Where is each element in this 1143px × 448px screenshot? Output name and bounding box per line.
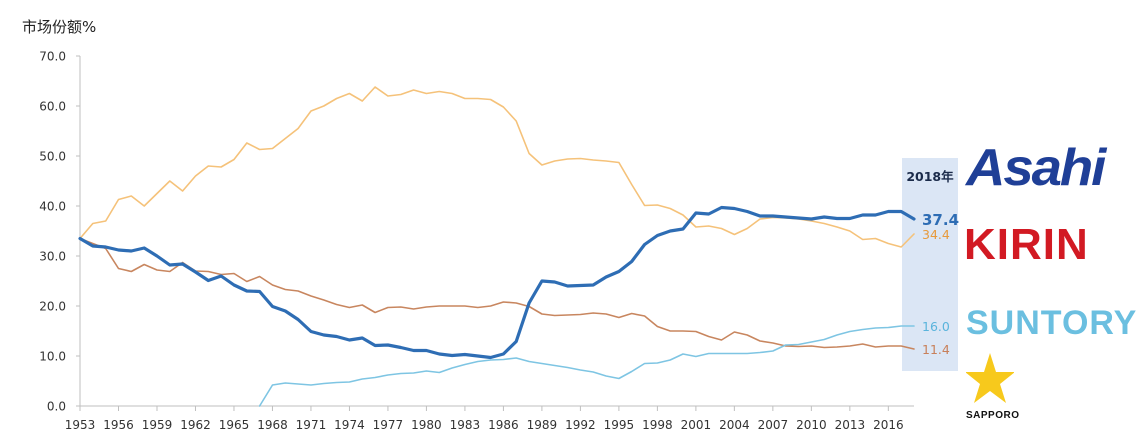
x-tick-label: 1986 <box>488 418 519 432</box>
x-tick-label: 1989 <box>527 418 558 432</box>
x-tick-label: 1962 <box>180 418 211 432</box>
x-tick-label: 2016 <box>873 418 904 432</box>
y-tick-label: 60.0 <box>39 100 66 114</box>
y-tick-label: 70.0 <box>39 50 66 64</box>
series-line-asahi <box>78 205 916 360</box>
end-label-kirin: 34.4 <box>922 227 950 242</box>
series-line-suntory <box>258 325 915 407</box>
sapporo-logo-text: SAPPORO <box>966 410 1020 421</box>
x-tick-label: 2007 <box>758 418 789 432</box>
x-tick-label: 1983 <box>450 418 481 432</box>
y-tick-label: 0.0 <box>47 400 66 414</box>
y-tick-label: 40.0 <box>39 200 66 214</box>
x-tick-label: 1959 <box>142 418 173 432</box>
x-tick-label: 1998 <box>642 418 673 432</box>
asahi-logo: Asahi <box>966 139 1106 197</box>
y-axis-title: 市场份额% <box>22 18 97 36</box>
x-tick-label: 2010 <box>796 418 827 432</box>
series-line-sapporo <box>79 237 915 350</box>
x-tick-label: 1971 <box>296 418 327 432</box>
x-tick-label: 2004 <box>719 418 750 432</box>
x-tick-label: 1956 <box>103 418 134 432</box>
sapporo-star-icon <box>966 353 1014 403</box>
kirin-logo: KIRIN <box>964 220 1089 269</box>
y-tick-label: 50.0 <box>39 150 66 164</box>
suntory-logo: SUNTORY <box>966 304 1138 342</box>
x-tick-label: 2001 <box>681 418 712 432</box>
x-tick-label: 1992 <box>565 418 596 432</box>
y-tick-label: 20.0 <box>39 300 66 314</box>
y-tick-label: 30.0 <box>39 250 66 264</box>
x-tick-label: 1968 <box>257 418 288 432</box>
x-tick-label: 1977 <box>373 418 404 432</box>
end-label-suntory: 16.0 <box>922 319 950 334</box>
series-line-kirin <box>79 86 915 248</box>
end-label-asahi: 37.4 <box>922 211 959 229</box>
highlight-2018-label: 2018年 <box>906 169 954 184</box>
x-tick-label: 1974 <box>334 418 365 432</box>
end-label-sapporo: 11.4 <box>922 342 950 357</box>
highlight-2018-band <box>902 158 958 371</box>
x-tick-label: 1953 <box>65 418 96 432</box>
x-tick-label: 2013 <box>835 418 866 432</box>
x-tick-label: 1965 <box>219 418 250 432</box>
y-tick-label: 10.0 <box>39 350 66 364</box>
x-tick-label: 1980 <box>411 418 442 432</box>
x-tick-label: 1995 <box>604 418 635 432</box>
